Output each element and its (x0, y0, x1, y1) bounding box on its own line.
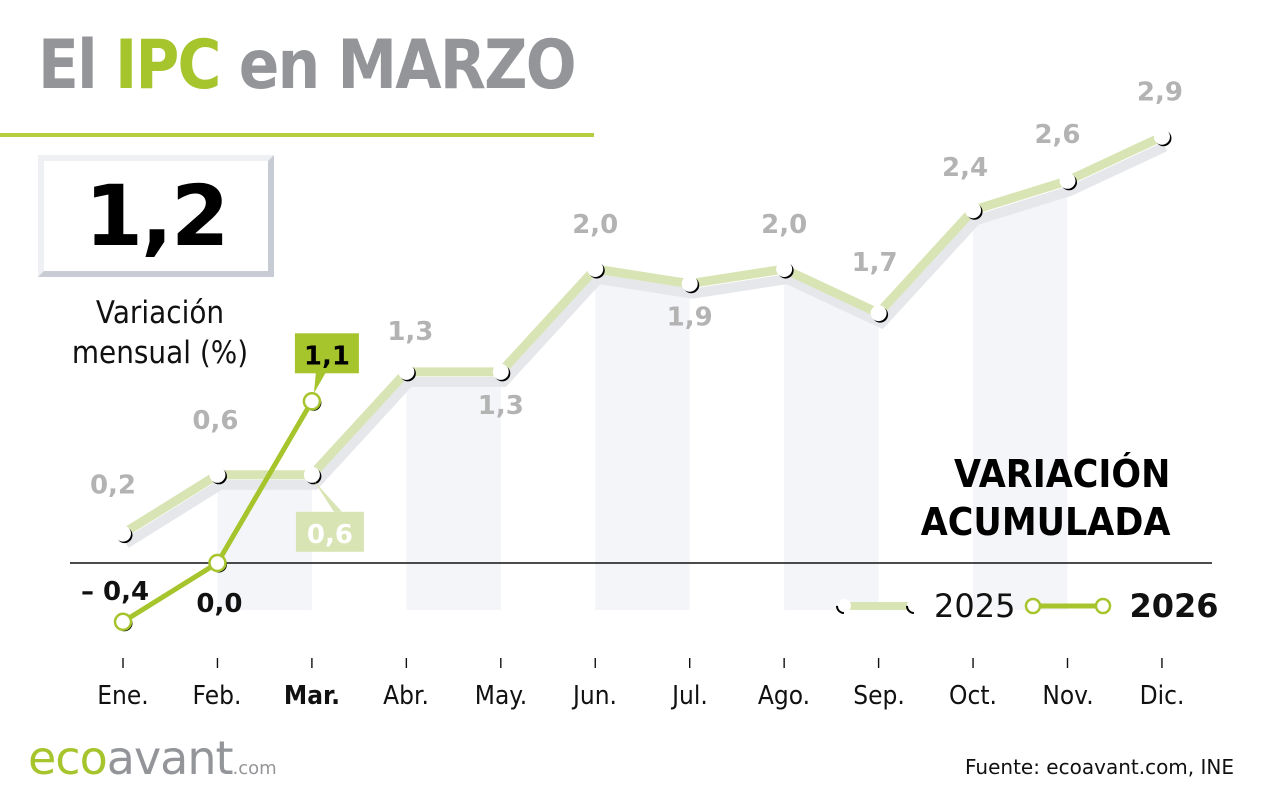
source-note: Fuente: ecoavant.com, INE (965, 755, 1234, 779)
x-axis-label: Jun. (573, 681, 618, 711)
svg-text:2,4: 2,4 (942, 153, 988, 183)
svg-text:– 0,4: – 0,4 (81, 577, 149, 607)
svg-text:0,6: 0,6 (192, 406, 238, 436)
x-axis-label: Sep. (852, 681, 905, 711)
svg-text:0,0: 0,0 (196, 589, 242, 619)
x-axis-label: Nov. (1041, 681, 1094, 711)
x-axis-label: Abr. (383, 681, 430, 711)
kpi-label-line1: Variación (95, 295, 225, 331)
logo-eco: eco (28, 731, 108, 785)
section-title: VARIACIÓN ACUMULADA (920, 450, 1170, 546)
legend-label-2025: 2025 (934, 587, 1016, 625)
logo-avant: avant (106, 731, 234, 785)
kpi-value: 1,2 (84, 167, 230, 265)
svg-text:1,7: 1,7 (852, 248, 898, 278)
svg-text:0,2: 0,2 (90, 471, 136, 501)
title-highlight: IPC (114, 26, 222, 105)
kpi-box: 1,2 (38, 155, 274, 277)
svg-text:2,6: 2,6 (1034, 120, 1080, 150)
section-title-line1: VARIACIÓN (953, 452, 1170, 496)
title-text-2: en MARZO (219, 26, 577, 105)
kpi-label: Variación mensual (%) (52, 293, 268, 373)
svg-text:2,0: 2,0 (572, 210, 618, 240)
x-axis-label: Ago. (758, 681, 811, 711)
page-title: El IPC en MARZO (38, 32, 577, 100)
legend-2026-swatch (1025, 597, 1112, 615)
x-axis-label: Mar. (283, 681, 340, 711)
ecoavant-logo: ecoavant.com (28, 735, 277, 781)
kpi-label-line2: mensual (%) (71, 335, 249, 371)
title-underline (0, 133, 594, 137)
svg-text:0,6: 0,6 (307, 520, 353, 550)
x-axis-label: Oct. (949, 681, 997, 711)
x-axis-label: Feb. (192, 681, 242, 711)
legend: 2025 2026 (834, 586, 1219, 626)
title-text-1: El (38, 26, 115, 105)
legend-label-2026: 2026 (1129, 587, 1219, 625)
x-axis-label: Dic. (1139, 681, 1185, 711)
legend-2025-swatch (836, 598, 922, 614)
svg-text:2,9: 2,9 (1137, 78, 1183, 108)
svg-text:1,3: 1,3 (387, 317, 433, 347)
svg-text:1,3: 1,3 (478, 391, 524, 421)
svg-text:1,9: 1,9 (667, 303, 713, 333)
logo-com: .com (232, 758, 277, 779)
svg-text:1,1: 1,1 (304, 341, 350, 371)
x-axis-label: Ene. (97, 681, 149, 711)
x-axis-label: May. (474, 681, 528, 711)
svg-text:2,0: 2,0 (761, 210, 807, 240)
section-title-line2: ACUMULADA (920, 500, 1170, 544)
x-axis-label: Jul. (671, 681, 708, 711)
